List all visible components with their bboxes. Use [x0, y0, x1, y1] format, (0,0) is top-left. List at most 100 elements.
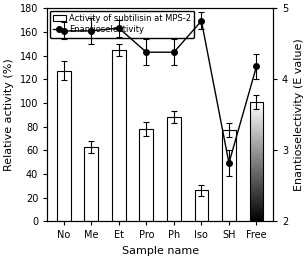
Bar [249, 188, 263, 189]
Bar [249, 181, 263, 182]
Bar [249, 197, 263, 199]
Bar [249, 165, 263, 166]
Legend: Activity of subtilisin at MPS-2, Enantioselectivity: Activity of subtilisin at MPS-2, Enantio… [50, 11, 194, 38]
Bar [249, 189, 263, 190]
Bar [249, 111, 263, 112]
Bar [249, 108, 263, 109]
Y-axis label: Relative activity (%): Relative activity (%) [4, 58, 14, 171]
Bar [249, 172, 263, 173]
Bar [249, 114, 263, 115]
Bar [249, 133, 263, 134]
Bar [249, 129, 263, 130]
Bar [249, 140, 263, 141]
Bar [249, 153, 263, 154]
Bar [249, 211, 263, 212]
Bar [249, 138, 263, 139]
Bar [249, 144, 263, 145]
Bar [249, 136, 263, 138]
Bar [249, 141, 263, 142]
Bar [249, 154, 263, 155]
Bar [249, 213, 263, 214]
Bar [249, 147, 263, 148]
Bar [249, 135, 263, 136]
Bar [249, 214, 263, 215]
Bar [222, 130, 236, 221]
Bar [249, 139, 263, 140]
Bar [249, 205, 263, 206]
Bar [249, 123, 263, 124]
Bar [249, 117, 263, 118]
Y-axis label: Enantioselectivity (E value): Enantioselectivity (E value) [294, 38, 304, 191]
Bar [249, 194, 263, 195]
Bar [249, 173, 263, 175]
Bar [249, 148, 263, 150]
Bar [249, 158, 263, 159]
Bar [249, 132, 263, 133]
Bar [112, 50, 126, 221]
Bar [249, 121, 263, 122]
Bar [249, 203, 263, 205]
Bar [249, 163, 263, 164]
Bar [249, 182, 263, 183]
Bar [249, 146, 263, 147]
Bar [249, 190, 263, 191]
Bar [249, 151, 263, 152]
Bar [249, 128, 263, 129]
Bar [249, 179, 263, 181]
Bar [249, 104, 263, 105]
Bar [249, 178, 263, 179]
Bar [249, 175, 263, 176]
Bar [249, 191, 263, 193]
Bar [249, 187, 263, 188]
Bar [249, 155, 263, 157]
Bar [249, 196, 263, 197]
Bar [249, 171, 263, 172]
Bar [195, 191, 208, 221]
Bar [249, 126, 263, 127]
Bar [249, 118, 263, 120]
Bar [249, 209, 263, 211]
Bar [249, 150, 263, 151]
Bar [249, 177, 263, 178]
Bar [249, 102, 263, 103]
Bar [249, 124, 263, 126]
Bar [249, 130, 263, 132]
Bar [249, 185, 263, 187]
X-axis label: Sample name: Sample name [122, 246, 199, 256]
Bar [249, 159, 263, 160]
Bar [249, 208, 263, 209]
Bar [249, 120, 263, 121]
Bar [249, 157, 263, 158]
Bar [249, 170, 263, 171]
Bar [249, 105, 263, 106]
Bar [249, 200, 263, 201]
Bar [249, 152, 263, 153]
Bar [249, 102, 263, 221]
Bar [249, 218, 263, 219]
Bar [249, 199, 263, 200]
Bar [249, 145, 263, 146]
Bar [249, 142, 263, 144]
Bar [249, 161, 263, 163]
Bar [249, 195, 263, 196]
Bar [249, 176, 263, 177]
Bar [249, 112, 263, 114]
Bar [249, 217, 263, 218]
Bar [249, 103, 263, 104]
Bar [57, 71, 71, 221]
Bar [249, 184, 263, 185]
Bar [249, 169, 263, 170]
Bar [249, 183, 263, 184]
Bar [249, 193, 263, 194]
Bar [249, 215, 263, 217]
Bar [249, 106, 263, 108]
Bar [249, 167, 263, 169]
Bar [249, 201, 263, 202]
Bar [249, 127, 263, 128]
Bar [249, 219, 263, 220]
Bar [249, 202, 263, 203]
Bar [84, 147, 98, 221]
Bar [249, 220, 263, 221]
Bar [140, 129, 153, 221]
Bar [249, 116, 263, 117]
